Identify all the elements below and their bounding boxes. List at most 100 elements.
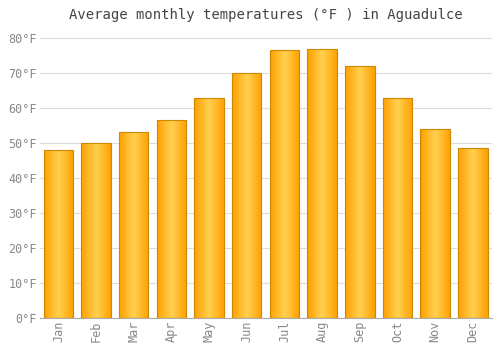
Bar <box>334 49 335 317</box>
Bar <box>365 66 366 317</box>
Bar <box>282 50 284 317</box>
Bar <box>90 143 91 317</box>
Bar <box>174 120 175 317</box>
Bar <box>346 66 347 317</box>
Bar <box>371 66 372 317</box>
Bar <box>62 150 63 317</box>
Bar <box>218 98 219 317</box>
Bar <box>460 148 461 317</box>
Bar <box>272 50 274 317</box>
Bar <box>171 120 172 317</box>
Bar <box>161 120 162 317</box>
Bar <box>280 50 281 317</box>
Bar <box>477 148 478 317</box>
Bar <box>129 132 130 317</box>
Bar <box>196 98 197 317</box>
Bar <box>397 98 398 317</box>
Bar <box>463 148 464 317</box>
Bar <box>349 66 350 317</box>
Bar <box>167 120 168 317</box>
Bar <box>398 98 400 317</box>
Bar <box>316 49 317 317</box>
Bar <box>384 98 385 317</box>
Bar <box>133 132 134 317</box>
Bar <box>353 66 354 317</box>
Bar <box>315 49 316 317</box>
Bar <box>480 148 481 317</box>
Bar <box>290 50 291 317</box>
Bar <box>255 73 256 317</box>
Bar <box>325 49 326 317</box>
Bar <box>317 49 318 317</box>
Bar <box>421 129 422 317</box>
Bar <box>221 98 222 317</box>
Bar <box>486 148 487 317</box>
Bar <box>328 49 329 317</box>
Bar <box>128 132 129 317</box>
Bar <box>369 66 370 317</box>
Bar <box>372 66 374 317</box>
Bar <box>256 73 257 317</box>
Bar <box>420 129 421 317</box>
Bar <box>294 50 295 317</box>
Bar <box>217 98 218 317</box>
Bar <box>408 98 409 317</box>
Bar <box>103 143 104 317</box>
Bar <box>141 132 142 317</box>
Bar <box>447 129 448 317</box>
Bar <box>234 73 235 317</box>
Bar <box>220 98 221 317</box>
Bar <box>131 132 132 317</box>
Bar <box>464 148 465 317</box>
Bar <box>160 120 161 317</box>
Bar <box>284 50 285 317</box>
Bar <box>163 120 164 317</box>
Bar <box>395 98 396 317</box>
Bar <box>476 148 477 317</box>
Bar <box>383 98 384 317</box>
Bar <box>472 148 473 317</box>
Bar <box>409 98 410 317</box>
Bar <box>288 50 289 317</box>
Bar <box>82 143 111 317</box>
Bar <box>354 66 355 317</box>
Bar <box>235 73 236 317</box>
Bar <box>214 98 215 317</box>
Bar <box>136 132 138 317</box>
Bar <box>54 150 55 317</box>
Bar <box>355 66 356 317</box>
Bar <box>246 73 247 317</box>
Bar <box>95 143 96 317</box>
Bar <box>195 98 196 317</box>
Bar <box>132 132 133 317</box>
Bar <box>297 50 298 317</box>
Bar <box>420 129 450 317</box>
Bar <box>93 143 94 317</box>
Bar <box>241 73 242 317</box>
Bar <box>173 120 174 317</box>
Bar <box>271 50 272 317</box>
Bar <box>309 49 310 317</box>
Bar <box>351 66 352 317</box>
Bar <box>278 50 279 317</box>
Bar <box>202 98 203 317</box>
Bar <box>251 73 252 317</box>
Bar <box>142 132 143 317</box>
Bar <box>444 129 445 317</box>
Bar <box>222 98 223 317</box>
Bar <box>232 73 262 317</box>
Bar <box>106 143 108 317</box>
Bar <box>260 73 261 317</box>
Bar <box>140 132 141 317</box>
Bar <box>245 73 246 317</box>
Bar <box>199 98 200 317</box>
Bar <box>442 129 443 317</box>
Bar <box>295 50 296 317</box>
Bar <box>104 143 105 317</box>
Bar <box>205 98 206 317</box>
Bar <box>357 66 358 317</box>
Bar <box>201 98 202 317</box>
Bar <box>314 49 315 317</box>
Bar <box>352 66 353 317</box>
Bar <box>483 148 484 317</box>
